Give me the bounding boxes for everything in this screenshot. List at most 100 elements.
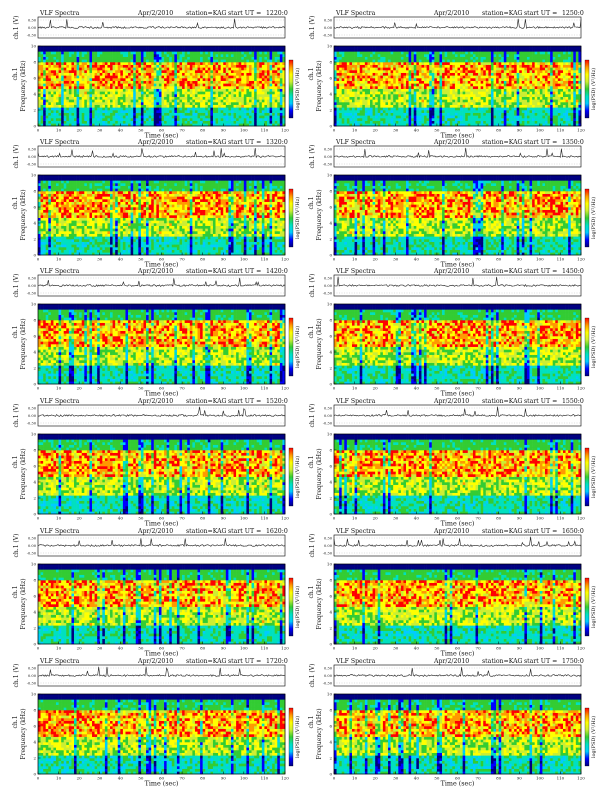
- heatmap-cell: [205, 89, 208, 92]
- heatmap-cell: [182, 51, 185, 54]
- heatmap-cell: [154, 99, 157, 102]
- heatmap-cell: [267, 67, 270, 70]
- heatmap-cell: [375, 105, 378, 108]
- heatmap-cell: [177, 94, 180, 97]
- heatmap-cell: [102, 81, 105, 84]
- heatmap-cell: [509, 121, 512, 124]
- heatmap-cell: [262, 73, 265, 76]
- heatmap-cell: [136, 59, 139, 62]
- heatmap-cell: [159, 46, 162, 49]
- heatmap-cell: [447, 51, 450, 54]
- heatmap-cell: [267, 121, 270, 124]
- heatmap-cell: [385, 51, 388, 54]
- heatmap-cell: [74, 89, 77, 92]
- heatmap-cell: [264, 54, 267, 57]
- heatmap-cell: [223, 46, 226, 49]
- heatmap-cell: [41, 81, 44, 84]
- heatmap-cell: [113, 86, 116, 89]
- heatmap-cell: [213, 67, 216, 70]
- heatmap-cell: [105, 86, 108, 89]
- heatmap-cell: [61, 46, 64, 49]
- heatmap-cell: [138, 89, 141, 92]
- heatmap-cell: [151, 81, 154, 84]
- heatmap-cell: [349, 91, 352, 94]
- heatmap-cell: [429, 54, 432, 57]
- heatmap-cell: [411, 99, 414, 102]
- heatmap-cell: [216, 83, 219, 86]
- heatmap-cell: [113, 91, 116, 94]
- heatmap-cell: [429, 89, 432, 92]
- heatmap-cell: [339, 49, 342, 52]
- heatmap-cell: [252, 83, 255, 86]
- heatmap-cell: [146, 99, 149, 102]
- heatmap-cell: [87, 73, 90, 76]
- heatmap-cell: [77, 97, 80, 100]
- heatmap-cell: [409, 107, 412, 110]
- heatmap-cell: [69, 73, 72, 76]
- heatmap-cell: [185, 107, 188, 110]
- heatmap-cell: [95, 110, 98, 113]
- heatmap-cell: [82, 86, 85, 89]
- heatmap-cell: [223, 86, 226, 89]
- heatmap-cell: [427, 59, 430, 62]
- heatmap-cell: [488, 46, 491, 49]
- heatmap-cell: [476, 105, 479, 108]
- heatmap-cell: [349, 67, 352, 70]
- heatmap-cell: [275, 67, 278, 70]
- heatmap-cell: [172, 65, 175, 68]
- heatmap-cell: [460, 57, 463, 60]
- heatmap-cell: [205, 57, 208, 60]
- heatmap-cell: [393, 118, 396, 121]
- heatmap-cell: [51, 113, 54, 116]
- heatmap-cell: [257, 115, 260, 118]
- heatmap-cell: [277, 105, 280, 108]
- heatmap-cell: [383, 62, 386, 65]
- heatmap-cell: [246, 67, 249, 70]
- heatmap-cell: [373, 113, 376, 116]
- heatmap-cell: [120, 97, 123, 100]
- heatmap-cell: [226, 78, 229, 81]
- heatmap-cell: [339, 70, 342, 73]
- heatmap-cell: [419, 99, 422, 102]
- heatmap-cell: [169, 94, 172, 97]
- heatmap-cell: [277, 121, 280, 124]
- heatmap-cell: [483, 94, 486, 97]
- heatmap-cell: [118, 89, 121, 92]
- heatmap-cell: [164, 83, 167, 86]
- heatmap-cell: [427, 105, 430, 108]
- heatmap-cell: [198, 54, 201, 57]
- heatmap-cell: [355, 105, 358, 108]
- heatmap-cell: [244, 118, 247, 121]
- heatmap-cell: [406, 75, 409, 78]
- heatmap-cell: [69, 78, 72, 81]
- heatmap-cell: [89, 83, 92, 86]
- heatmap-cell: [110, 51, 113, 54]
- heatmap-cell: [167, 81, 170, 84]
- heatmap-cell: [275, 57, 278, 60]
- heatmap-cell: [439, 97, 442, 100]
- heatmap-cell: [216, 89, 219, 92]
- heatmap-cell: [429, 62, 432, 65]
- heatmap-cell: [239, 59, 242, 62]
- heatmap-cell: [221, 59, 224, 62]
- heatmap-cell: [172, 115, 175, 118]
- heatmap-cell: [38, 49, 41, 52]
- heatmap-cell: [486, 83, 489, 86]
- heatmap-cell: [270, 81, 273, 84]
- heatmap-cell: [447, 118, 450, 121]
- heatmap-cell: [64, 46, 67, 49]
- heatmap-cell: [241, 81, 244, 84]
- heatmap-cell: [439, 89, 442, 92]
- heatmap-cell: [367, 59, 370, 62]
- heatmap-cell: [218, 75, 221, 78]
- heatmap-cell: [84, 59, 87, 62]
- heatmap-cell: [432, 59, 435, 62]
- heatmap-cell: [252, 49, 255, 52]
- heatmap-cell: [143, 110, 146, 113]
- heatmap-cell: [339, 121, 342, 124]
- heatmap-cell: [180, 51, 183, 54]
- heatmap-cell: [393, 121, 396, 124]
- heatmap-cell: [481, 110, 484, 113]
- heatmap-cell: [360, 118, 363, 121]
- heatmap-cell: [373, 102, 376, 105]
